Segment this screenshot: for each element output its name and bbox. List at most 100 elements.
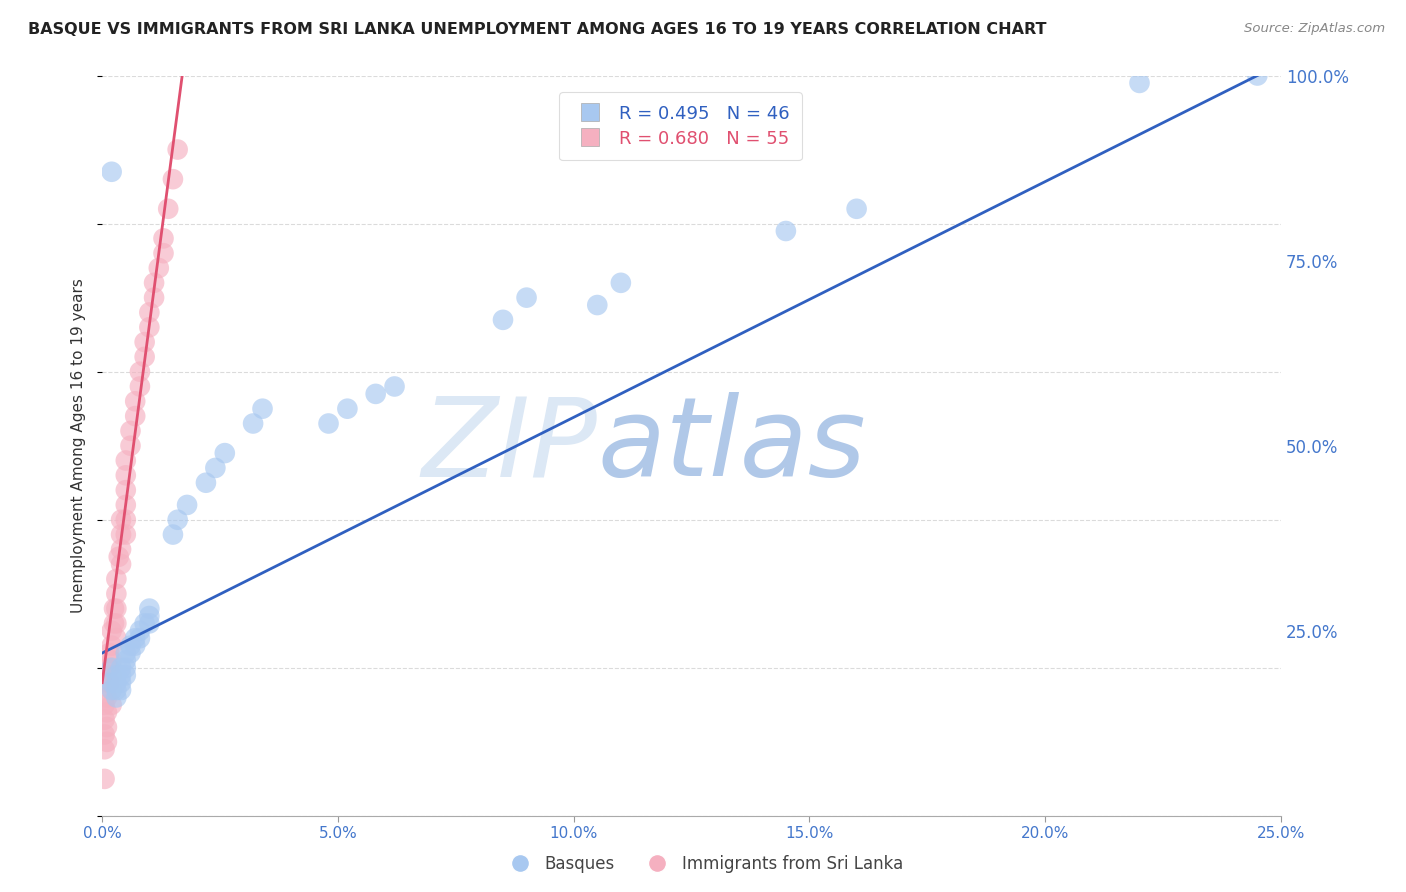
Point: [105, 690, 128, 705]
Point: [124, 639, 146, 653]
Point: [105, 616, 128, 631]
Point: [516, 291, 538, 305]
Point: [114, 668, 136, 682]
Point: [114, 661, 136, 675]
Point: [100, 653, 122, 667]
Y-axis label: Unemployment Among Ages 16 to 19 years: Unemployment Among Ages 16 to 19 years: [72, 278, 86, 613]
Point: [152, 246, 174, 260]
Point: [114, 468, 136, 483]
Point: [93, 772, 115, 786]
Point: [318, 417, 340, 431]
Point: [110, 668, 132, 682]
Point: [98, 675, 121, 690]
Point: [124, 409, 146, 423]
Point: [93, 742, 115, 756]
Point: [1128, 76, 1150, 90]
Point: [204, 461, 226, 475]
Point: [138, 616, 160, 631]
Point: [845, 202, 868, 216]
Point: [129, 379, 152, 393]
Point: [176, 498, 198, 512]
Point: [129, 631, 152, 645]
Point: [134, 350, 156, 364]
Point: [100, 661, 122, 675]
Legend: R = 0.495   N = 46, R = 0.680   N = 55: R = 0.495 N = 46, R = 0.680 N = 55: [560, 92, 801, 161]
Point: [96, 735, 118, 749]
Point: [100, 675, 122, 690]
Point: [96, 690, 118, 705]
Point: [166, 513, 188, 527]
Point: [775, 224, 797, 238]
Point: [148, 260, 170, 275]
Point: [1246, 69, 1268, 83]
Point: [100, 683, 122, 698]
Point: [100, 668, 122, 682]
Point: [110, 527, 132, 541]
Point: [492, 313, 515, 327]
Point: [110, 557, 132, 571]
Point: [586, 298, 609, 312]
Point: [384, 379, 406, 393]
Point: [129, 365, 152, 379]
Point: [129, 624, 152, 638]
Point: [100, 165, 122, 179]
Point: [242, 417, 264, 431]
Point: [96, 705, 118, 719]
Text: Source: ZipAtlas.com: Source: ZipAtlas.com: [1244, 22, 1385, 36]
Point: [114, 498, 136, 512]
Point: [138, 320, 160, 334]
Point: [105, 572, 128, 586]
Point: [103, 601, 125, 615]
Point: [103, 616, 125, 631]
Point: [105, 683, 128, 698]
Point: [110, 513, 132, 527]
Point: [120, 424, 142, 438]
Point: [143, 276, 166, 290]
Point: [610, 276, 633, 290]
Point: [336, 401, 359, 416]
Point: [120, 646, 142, 660]
Point: [100, 639, 122, 653]
Point: [93, 727, 115, 741]
Point: [110, 675, 132, 690]
Point: [152, 231, 174, 245]
Text: BASQUE VS IMMIGRANTS FROM SRI LANKA UNEMPLOYMENT AMONG AGES 16 TO 19 YEARS CORRE: BASQUE VS IMMIGRANTS FROM SRI LANKA UNEM…: [28, 22, 1046, 37]
Point: [98, 661, 121, 675]
Point: [110, 542, 132, 557]
Point: [124, 631, 146, 645]
Point: [114, 453, 136, 467]
Point: [134, 334, 156, 349]
Point: [110, 683, 132, 698]
Point: [114, 646, 136, 660]
Point: [105, 631, 128, 645]
Point: [134, 616, 156, 631]
Point: [114, 483, 136, 497]
Text: atlas: atlas: [598, 392, 866, 500]
Point: [107, 549, 129, 564]
Point: [105, 587, 128, 601]
Point: [143, 291, 166, 305]
Legend: Basques, Immigrants from Sri Lanka: Basques, Immigrants from Sri Lanka: [496, 848, 910, 880]
Point: [105, 668, 128, 682]
Point: [100, 683, 122, 698]
Point: [96, 675, 118, 690]
Point: [105, 601, 128, 615]
Point: [124, 394, 146, 409]
Point: [162, 527, 184, 541]
Point: [162, 172, 184, 186]
Point: [110, 661, 132, 675]
Point: [120, 639, 142, 653]
Point: [214, 446, 236, 460]
Point: [364, 387, 387, 401]
Point: [98, 646, 121, 660]
Point: [157, 202, 180, 216]
Point: [194, 475, 217, 490]
Point: [252, 401, 274, 416]
Point: [100, 624, 122, 638]
Point: [96, 720, 118, 734]
Point: [138, 601, 160, 615]
Point: [166, 143, 188, 157]
Point: [93, 698, 115, 712]
Point: [114, 513, 136, 527]
Text: ZIP: ZIP: [422, 392, 598, 500]
